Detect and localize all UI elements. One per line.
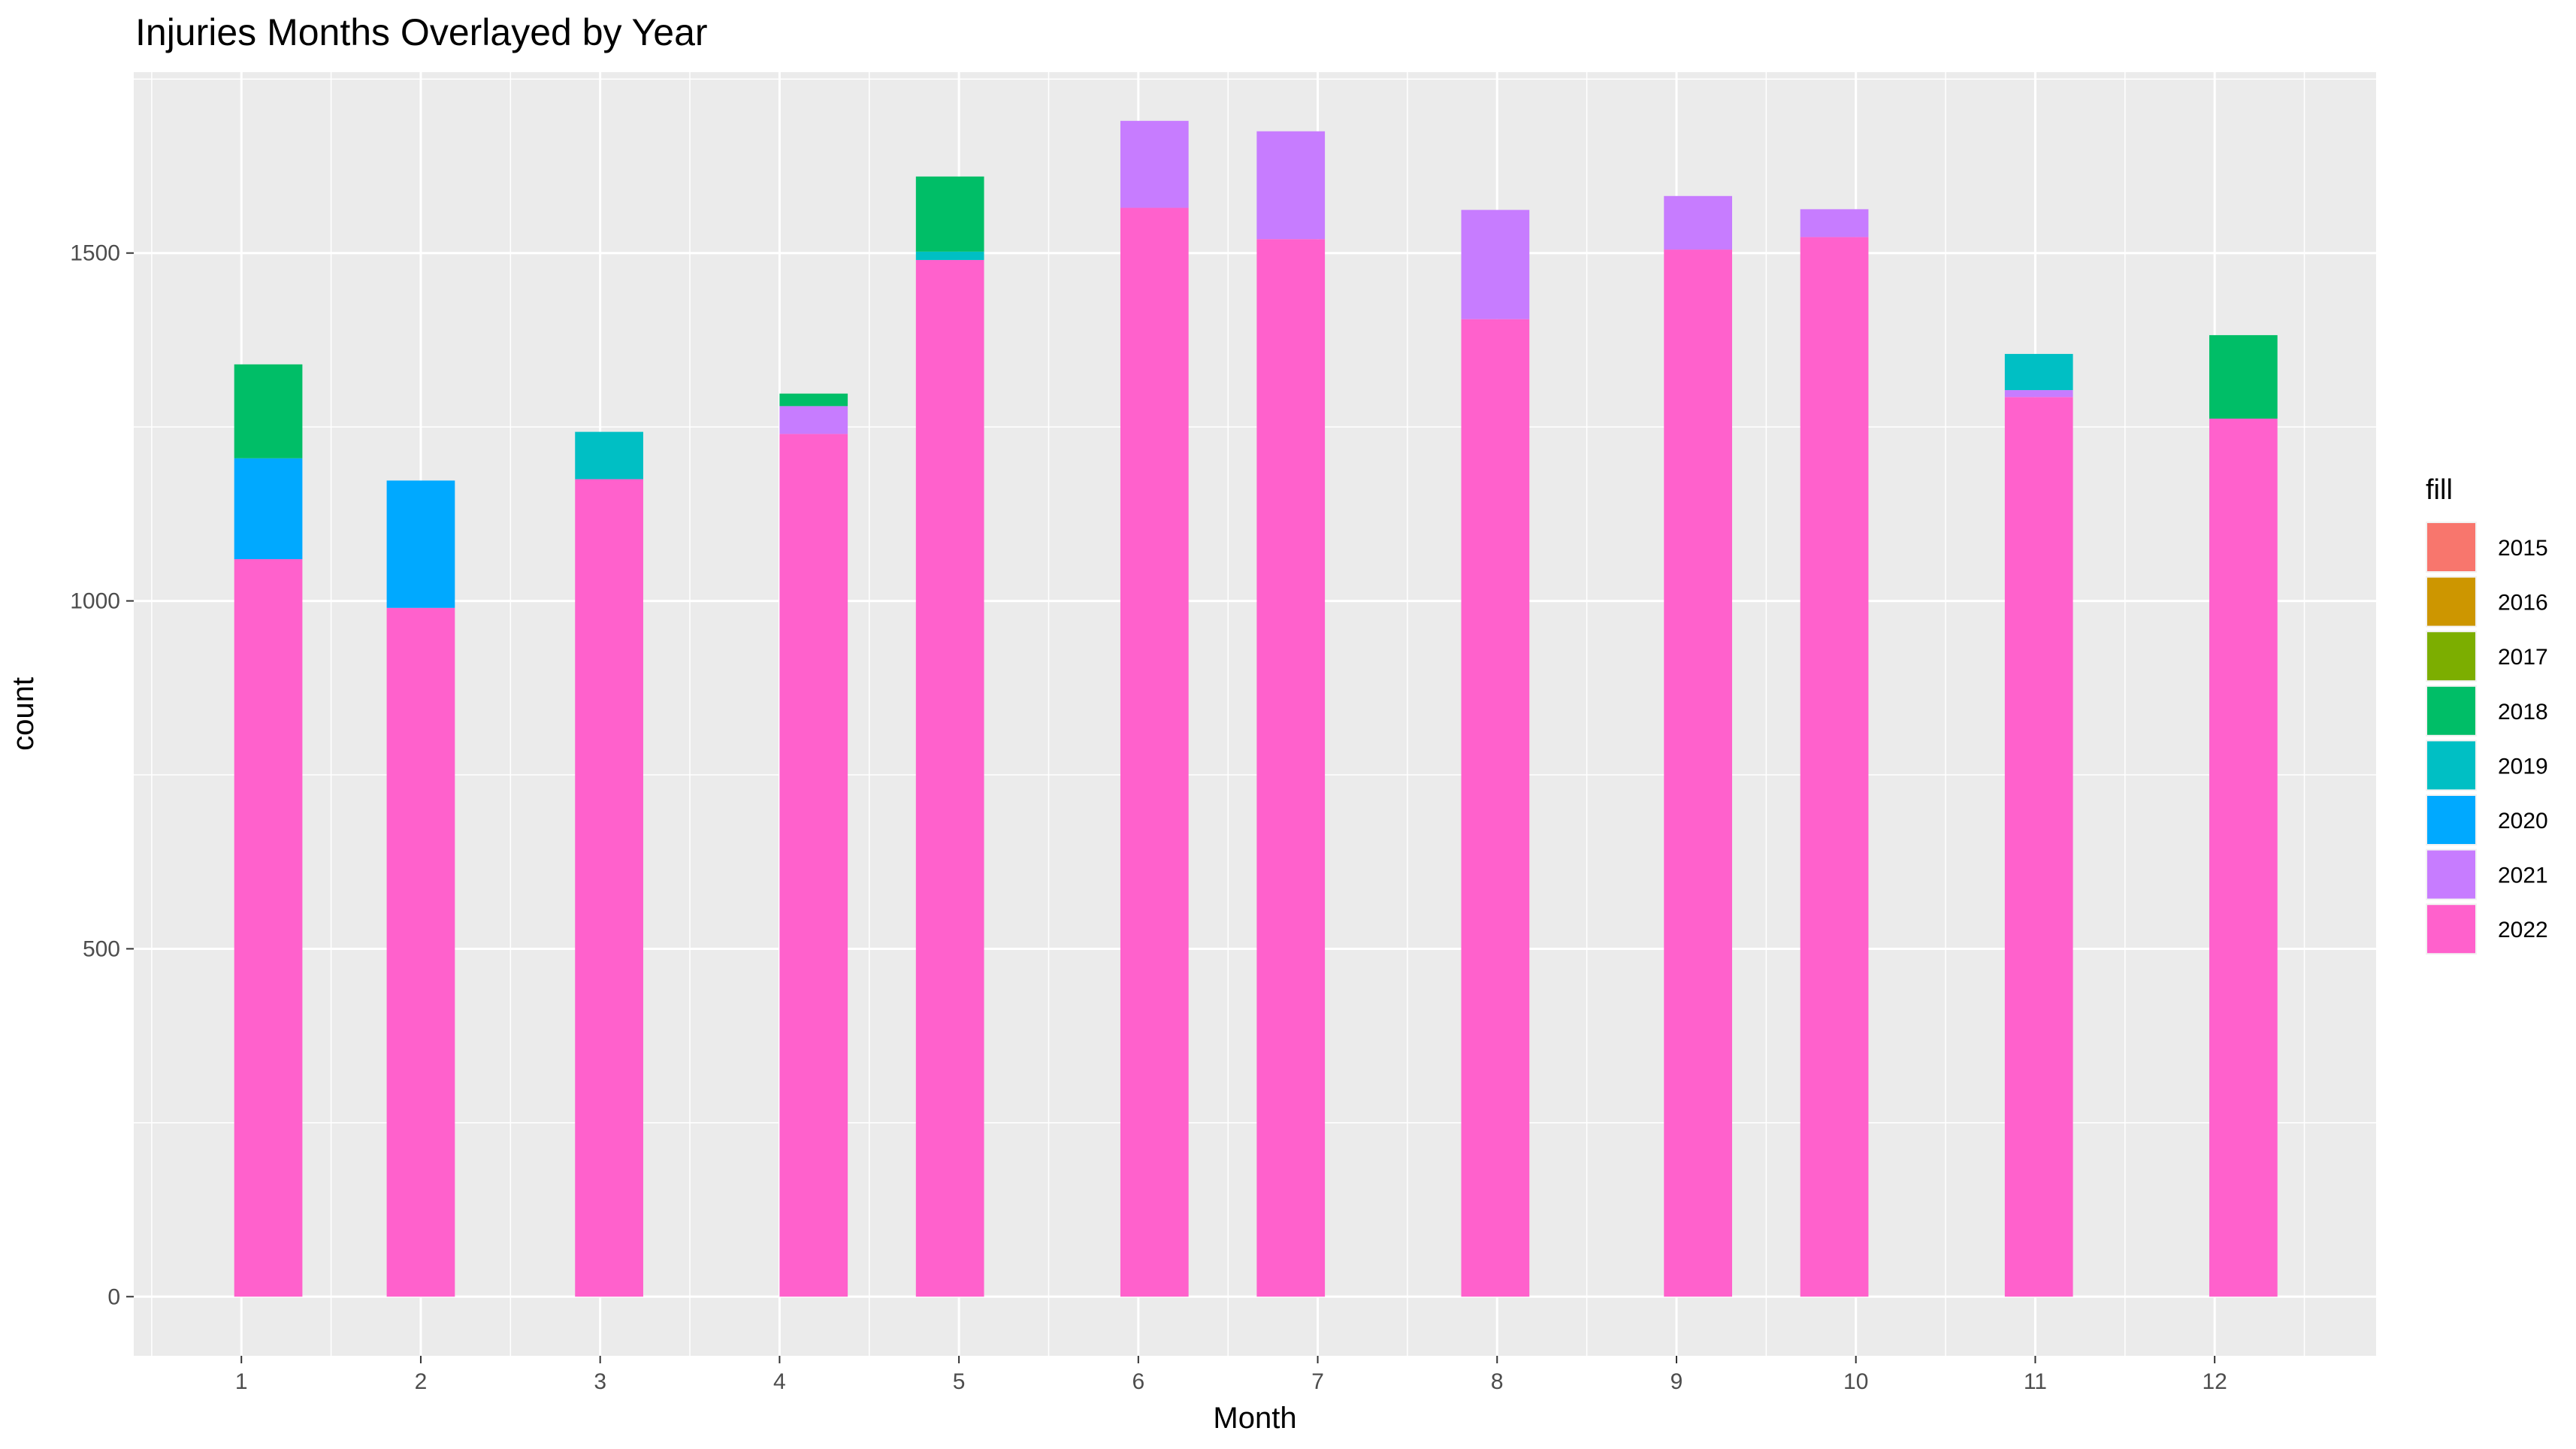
x-tick-label: 12 xyxy=(2202,1369,2227,1394)
x-tick-label: 7 xyxy=(1311,1369,1324,1394)
x-tick-label: 1 xyxy=(235,1369,248,1394)
bar-month-4 xyxy=(779,393,848,1297)
bar-segment-4-2018 xyxy=(779,393,848,407)
legend-swatch-2022 xyxy=(2427,905,2475,954)
plot-panel xyxy=(134,72,2376,1356)
bar-month-9 xyxy=(1664,195,1732,1297)
bar-month-10 xyxy=(1800,209,1869,1297)
bar-segment-1-2020 xyxy=(234,458,303,560)
bar-month-7 xyxy=(1256,131,1326,1297)
bar-month-11 xyxy=(2004,353,2073,1297)
bar-segment-4-2021 xyxy=(779,406,848,434)
bar-segment-11-2022 xyxy=(2004,397,2073,1297)
bar-segment-8-2021 xyxy=(1461,210,1530,319)
legend-title: fill xyxy=(2426,474,2453,506)
bar-segment-7-2021 xyxy=(1256,131,1326,240)
bar-segment-9-2021 xyxy=(1664,195,1732,250)
x-tick-label: 11 xyxy=(2024,1369,2047,1394)
x-tick-label: 4 xyxy=(773,1369,786,1394)
legend: fill 2015 2016 2017 2018 2019 2020 2021 2022 xyxy=(2426,474,2548,955)
bar-segment-7-2022 xyxy=(1256,239,1326,1297)
bar-segment-1-2018 xyxy=(234,364,303,458)
x-tick-label: 6 xyxy=(1132,1369,1144,1394)
legend-swatch-2020 xyxy=(2427,796,2475,844)
bar-month-3 xyxy=(575,431,643,1297)
bar-segment-9-2022 xyxy=(1664,250,1732,1297)
minor-gridlines xyxy=(134,72,2376,1356)
bar-segment-5-2019 xyxy=(915,251,984,260)
bar-month-5 xyxy=(915,176,984,1297)
legend-swatch-2018 xyxy=(2427,686,2475,735)
bar-segment-1-2022 xyxy=(234,559,303,1297)
bar-segment-11-2021 xyxy=(2004,390,2073,398)
legend-swatch-2021 xyxy=(2427,850,2475,899)
bar-segment-2-2020 xyxy=(386,480,455,608)
bar-month-12 xyxy=(2209,334,2278,1297)
legend-label-2022: 2022 xyxy=(2498,918,2548,942)
x-tick-label: 9 xyxy=(1670,1369,1683,1394)
legend-label-2019: 2019 xyxy=(2498,754,2548,779)
y-tick-label: 1000 xyxy=(70,589,120,614)
x-tick-label: 3 xyxy=(594,1369,606,1394)
legend-label-2021: 2021 xyxy=(2498,864,2548,888)
bar-month-2 xyxy=(386,480,455,1297)
bar-segment-6-2022 xyxy=(1120,207,1189,1297)
bar-segment-4-2022 xyxy=(779,434,848,1297)
legend-label-2015: 2015 xyxy=(2498,536,2548,561)
legend-swatch-2019 xyxy=(2427,741,2475,790)
bar-month-8 xyxy=(1461,210,1530,1297)
x-axis-title: Month xyxy=(1213,1402,1296,1435)
legend-label-2017: 2017 xyxy=(2498,645,2548,670)
legend-swatch-2017 xyxy=(2427,632,2475,681)
bar-month-1 xyxy=(234,364,303,1297)
bar-layer xyxy=(234,120,2278,1297)
bar-segment-3-2022 xyxy=(575,479,643,1297)
bar-segment-5-2022 xyxy=(915,259,984,1297)
x-tick-label: 5 xyxy=(953,1369,966,1394)
x-tick-label: 2 xyxy=(415,1369,428,1394)
legend-label-2018: 2018 xyxy=(2498,700,2548,724)
legend-label-2016: 2016 xyxy=(2498,591,2548,616)
bar-segment-10-2021 xyxy=(1800,209,1869,237)
bar-segment-6-2021 xyxy=(1120,120,1189,208)
legend-swatch-2016 xyxy=(2427,577,2475,626)
x-axis: 1 2 3 4 5 6 7 8 9 10 11 12 xyxy=(235,1356,2227,1394)
bar-segment-8-2022 xyxy=(1461,319,1530,1297)
bar-segment-5-2018 xyxy=(915,176,984,252)
bar-segment-10-2022 xyxy=(1800,237,1869,1297)
y-tick-label: 1500 xyxy=(70,241,120,266)
chart-title: Injuries Months Overlayed by Year xyxy=(135,11,708,53)
y-tick-label: 0 xyxy=(107,1284,120,1309)
y-tick-label: 500 xyxy=(83,936,120,961)
x-tick-label: 10 xyxy=(1843,1369,1868,1394)
y-axis: 0 500 1000 1500 xyxy=(70,241,134,1309)
bar-segment-12-2022 xyxy=(2209,419,2278,1297)
bar-segment-2-2022 xyxy=(386,607,455,1297)
y-axis-title: count xyxy=(7,677,40,751)
bar-segment-12-2018 xyxy=(2209,334,2278,419)
bar-segment-11-2019 xyxy=(2004,353,2073,391)
legend-swatch-2015 xyxy=(2427,523,2475,571)
bar-segment-3-2019 xyxy=(575,431,643,479)
bar-month-6 xyxy=(1120,120,1189,1297)
x-tick-label: 8 xyxy=(1491,1369,1504,1394)
legend-label-2020: 2020 xyxy=(2498,809,2548,833)
